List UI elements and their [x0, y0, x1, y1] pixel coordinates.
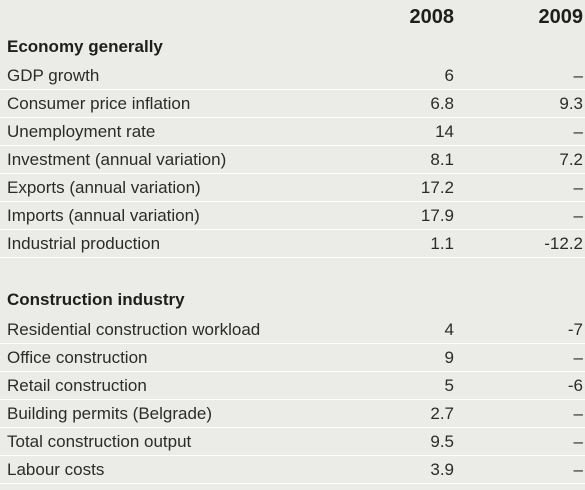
value-2008: 17.9 [420, 206, 454, 225]
row-label: Unemployment rate [7, 122, 156, 141]
value-2008: 1.1 [430, 234, 454, 253]
value-2009: – [573, 178, 583, 197]
row-label: Imports (annual variation) [7, 206, 200, 225]
section-title-construction: Construction industry [7, 290, 185, 309]
value-2009: 9.3 [559, 94, 583, 113]
column-header-2008: 2008 [409, 6, 455, 28]
row-label: Residential construction workload [7, 320, 261, 339]
row-label: Retail construction [7, 376, 147, 395]
row-label: Consumer price inflation [7, 94, 191, 113]
row-label: Labour costs [7, 460, 105, 479]
value-2009: – [573, 66, 583, 85]
value-2008: 17.2 [420, 178, 454, 197]
value-2009: – [573, 348, 583, 367]
table-row: Investment (annual variation) 8.1 7.2 [0, 146, 585, 174]
table-row: Residential construction workload 4 -7 [0, 316, 585, 344]
row-label: Building permits (Belgrade) [7, 404, 213, 423]
value-2008: 4 [444, 320, 454, 339]
value-2008: 8.1 [430, 150, 454, 169]
value-2009: – [573, 206, 583, 225]
table-row: Retail construction 5 -6 [0, 372, 585, 400]
value-2009: – [573, 404, 583, 423]
value-2009: -7 [567, 320, 583, 339]
table-row: Total construction output 9.5 – [0, 428, 585, 456]
table-row: Industrial production 1.1 -12.2 [0, 230, 585, 258]
row-label: Industrial production [7, 234, 161, 253]
value-2008: 5 [444, 376, 454, 395]
column-header-2009: 2009 [538, 6, 584, 28]
row-label: Office construction [7, 348, 148, 367]
value-2008: 9.5 [430, 432, 454, 451]
value-2009: – [573, 432, 583, 451]
value-2009: – [573, 122, 583, 141]
table-row: Imports (annual variation) 17.9 – [0, 202, 585, 230]
table-row: Office construction 9 – [0, 344, 585, 372]
value-2008: 14 [435, 122, 454, 141]
row-label: Exports (annual variation) [7, 178, 201, 197]
row-label: Total construction output [7, 432, 192, 451]
table-row: Building permits (Belgrade) 2.7 – [0, 400, 585, 428]
value-2008: 6.8 [430, 94, 454, 113]
table-row: Exports (annual variation) 17.2 – [0, 174, 585, 202]
value-2008: 9 [444, 348, 454, 367]
section-title-economy: Economy generally [7, 37, 163, 56]
value-2008: 3.9 [430, 460, 454, 479]
table-row: Unemployment rate 14 – [0, 118, 585, 146]
row-label: GDP growth [7, 66, 100, 85]
value-2009: -12.2 [544, 234, 583, 253]
value-2008: 6 [444, 66, 454, 85]
row-label: Investment (annual variation) [7, 150, 227, 169]
table-row: Labour costs 3.9 – [0, 456, 585, 484]
table-header: 2008 2009 [0, 0, 585, 36]
value-2009: -6 [567, 376, 583, 395]
table-row: Consumer price inflation 6.8 9.3 [0, 90, 585, 118]
value-2009: – [573, 460, 583, 479]
value-2008: 2.7 [430, 404, 454, 423]
value-2009: 7.2 [559, 150, 583, 169]
table-row: GDP growth 6 – [0, 62, 585, 90]
